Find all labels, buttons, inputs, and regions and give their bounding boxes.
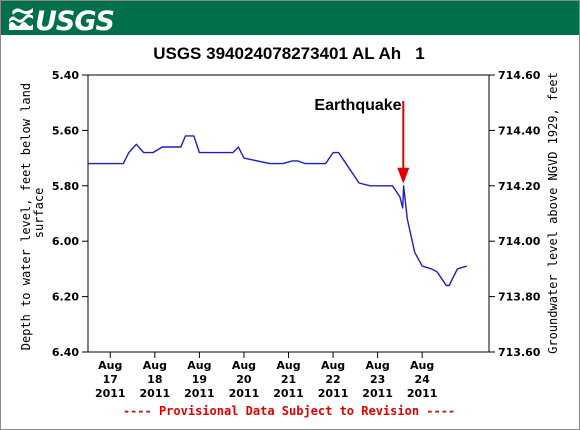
provisional-footer: ---- Provisional Data Subject to Revisio… [123, 404, 455, 418]
usgs-banner [1, 1, 579, 35]
earthquake-label: Earthquake [314, 97, 401, 114]
x-axis: Aug172011Aug182011Aug192011Aug202011Aug2… [95, 352, 438, 400]
x-tick-label: 2011 [407, 387, 438, 400]
right-tick-label: 713.80 [498, 291, 541, 304]
earthquake-arrowhead [397, 167, 410, 184]
x-tick-label: 22 [325, 373, 340, 386]
usgs-logo-text: USGS [35, 6, 114, 37]
left-axis-title-line-2: surface [32, 188, 46, 239]
x-tick-label: 21 [281, 373, 296, 386]
x-tick-label: 2011 [318, 387, 349, 400]
left-tick-label: 6.40 [52, 346, 79, 359]
x-tick-label: Aug [187, 359, 211, 372]
right-tick-label: 714.40 [498, 124, 541, 137]
x-tick-label: Aug [410, 359, 434, 372]
x-tick-label: 19 [192, 373, 207, 386]
series-line [88, 135, 467, 287]
right-axis: 714.60 714.40 714.20 714.00 713.80 713.60 [489, 69, 541, 359]
x-tick-label: Aug [366, 359, 390, 372]
left-tick-label: 5.40 [52, 69, 79, 82]
right-tick-label: 713.60 [498, 346, 541, 359]
left-axis-title: Depth to water level, feet below land su… [19, 76, 46, 351]
x-tick-label: 2011 [229, 387, 260, 400]
chart-title: USGS 394024078273401 AL Ah 1 [153, 44, 425, 63]
usgs-logo: USGS [9, 6, 115, 37]
x-tick-label: 18 [147, 373, 162, 386]
x-tick-label: 17 [103, 373, 118, 386]
left-tick-label: 6.00 [52, 235, 79, 248]
x-tick-label: 2011 [362, 387, 393, 400]
x-tick-label: 2011 [140, 387, 171, 400]
x-tick-label: 2011 [184, 387, 215, 400]
x-tick-label: Aug [276, 359, 300, 372]
x-tick-label: 2011 [273, 387, 304, 400]
usgs-wave-icon [9, 8, 33, 30]
x-tick-label: Aug [143, 359, 167, 372]
plot-area [87, 74, 490, 353]
x-tick-label: Aug [321, 359, 345, 372]
x-tick-label: Aug [98, 359, 122, 372]
left-tick-label: 6.20 [52, 291, 79, 304]
x-tick-label: 2011 [95, 387, 126, 400]
left-axis-title-line-1: Depth to water level, feet below land [19, 83, 33, 350]
right-tick-label: 714.00 [498, 235, 541, 248]
right-axis-title: Groundwater level above NGVD 1929, feet [546, 72, 560, 354]
left-tick-label: 5.60 [52, 124, 79, 137]
left-tick-label: 5.80 [52, 180, 79, 193]
x-tick-label: 24 [415, 373, 431, 386]
right-tick-label: 714.20 [498, 180, 541, 193]
x-tick-label: 23 [370, 373, 385, 386]
left-axis: 5.40 5.60 5.80 6.00 6.20 6.40 [52, 69, 88, 359]
right-tick-label: 714.60 [498, 69, 541, 82]
x-tick-label: Aug [232, 359, 256, 372]
x-tick-label: 20 [236, 373, 252, 386]
